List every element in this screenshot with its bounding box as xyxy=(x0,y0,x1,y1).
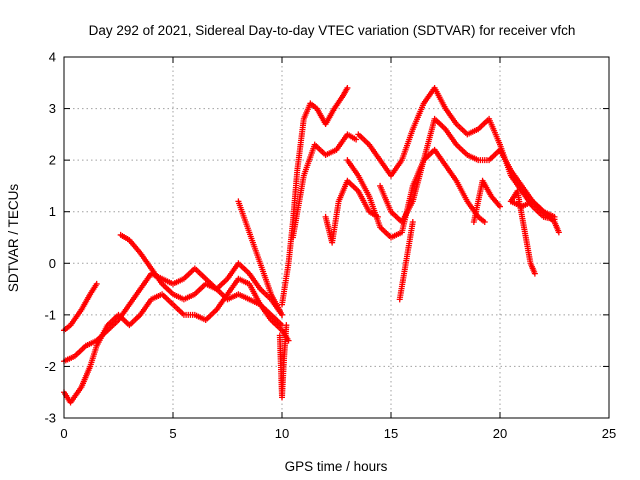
data-point xyxy=(409,219,416,226)
series-track-p xyxy=(507,198,562,236)
series-track-h xyxy=(289,131,360,241)
y-tick-label: 0 xyxy=(49,256,56,271)
series-track-m xyxy=(396,219,416,303)
y-tick-label: 2 xyxy=(49,153,56,168)
x-tick-label: 5 xyxy=(169,426,176,441)
y-tick-label: -1 xyxy=(44,307,56,322)
y-axis-label: SDTVAR / TECUs xyxy=(6,184,21,293)
x-tick-label: 20 xyxy=(493,426,507,441)
data-point xyxy=(344,84,351,91)
series-track-j xyxy=(344,146,488,241)
x-tick-label: 10 xyxy=(275,426,289,441)
data-points xyxy=(61,84,562,406)
y-tick-label: 3 xyxy=(49,101,56,116)
data-point xyxy=(555,229,562,236)
y-tick-labels: -3 -2 -1 0 1 2 3 4 xyxy=(44,50,56,426)
series-track-n xyxy=(470,177,503,226)
data-point xyxy=(497,203,503,210)
series-track-i xyxy=(322,177,381,246)
data-point xyxy=(531,270,538,277)
data-point xyxy=(283,322,290,329)
data-point xyxy=(93,280,100,287)
series-track-a xyxy=(61,280,100,334)
data-point xyxy=(481,219,488,226)
y-tick-label: 4 xyxy=(49,50,56,65)
series-track-e xyxy=(235,198,285,318)
y-tick-label: 1 xyxy=(49,204,56,219)
data-point xyxy=(285,337,292,344)
data-point xyxy=(551,213,558,220)
y-tick-label: -2 xyxy=(44,359,56,374)
x-tick-label: 15 xyxy=(384,426,398,441)
x-tick-labels: 0 5 10 15 20 25 xyxy=(60,426,616,441)
chart-title: Day 292 of 2021, Sidereal Day-to-day VTE… xyxy=(89,23,576,38)
data-point xyxy=(353,136,360,143)
x-tick-label: 25 xyxy=(602,426,616,441)
y-tick-label: -3 xyxy=(44,411,56,426)
data-point xyxy=(279,311,285,318)
axis-ticks xyxy=(63,56,610,419)
series-track-l xyxy=(377,115,558,226)
series-track-c xyxy=(61,275,285,406)
plot-frame xyxy=(63,56,610,419)
series-track-f xyxy=(276,322,290,401)
x-tick-label: 0 xyxy=(60,426,67,441)
x-axis-label: GPS time / hours xyxy=(285,459,388,474)
